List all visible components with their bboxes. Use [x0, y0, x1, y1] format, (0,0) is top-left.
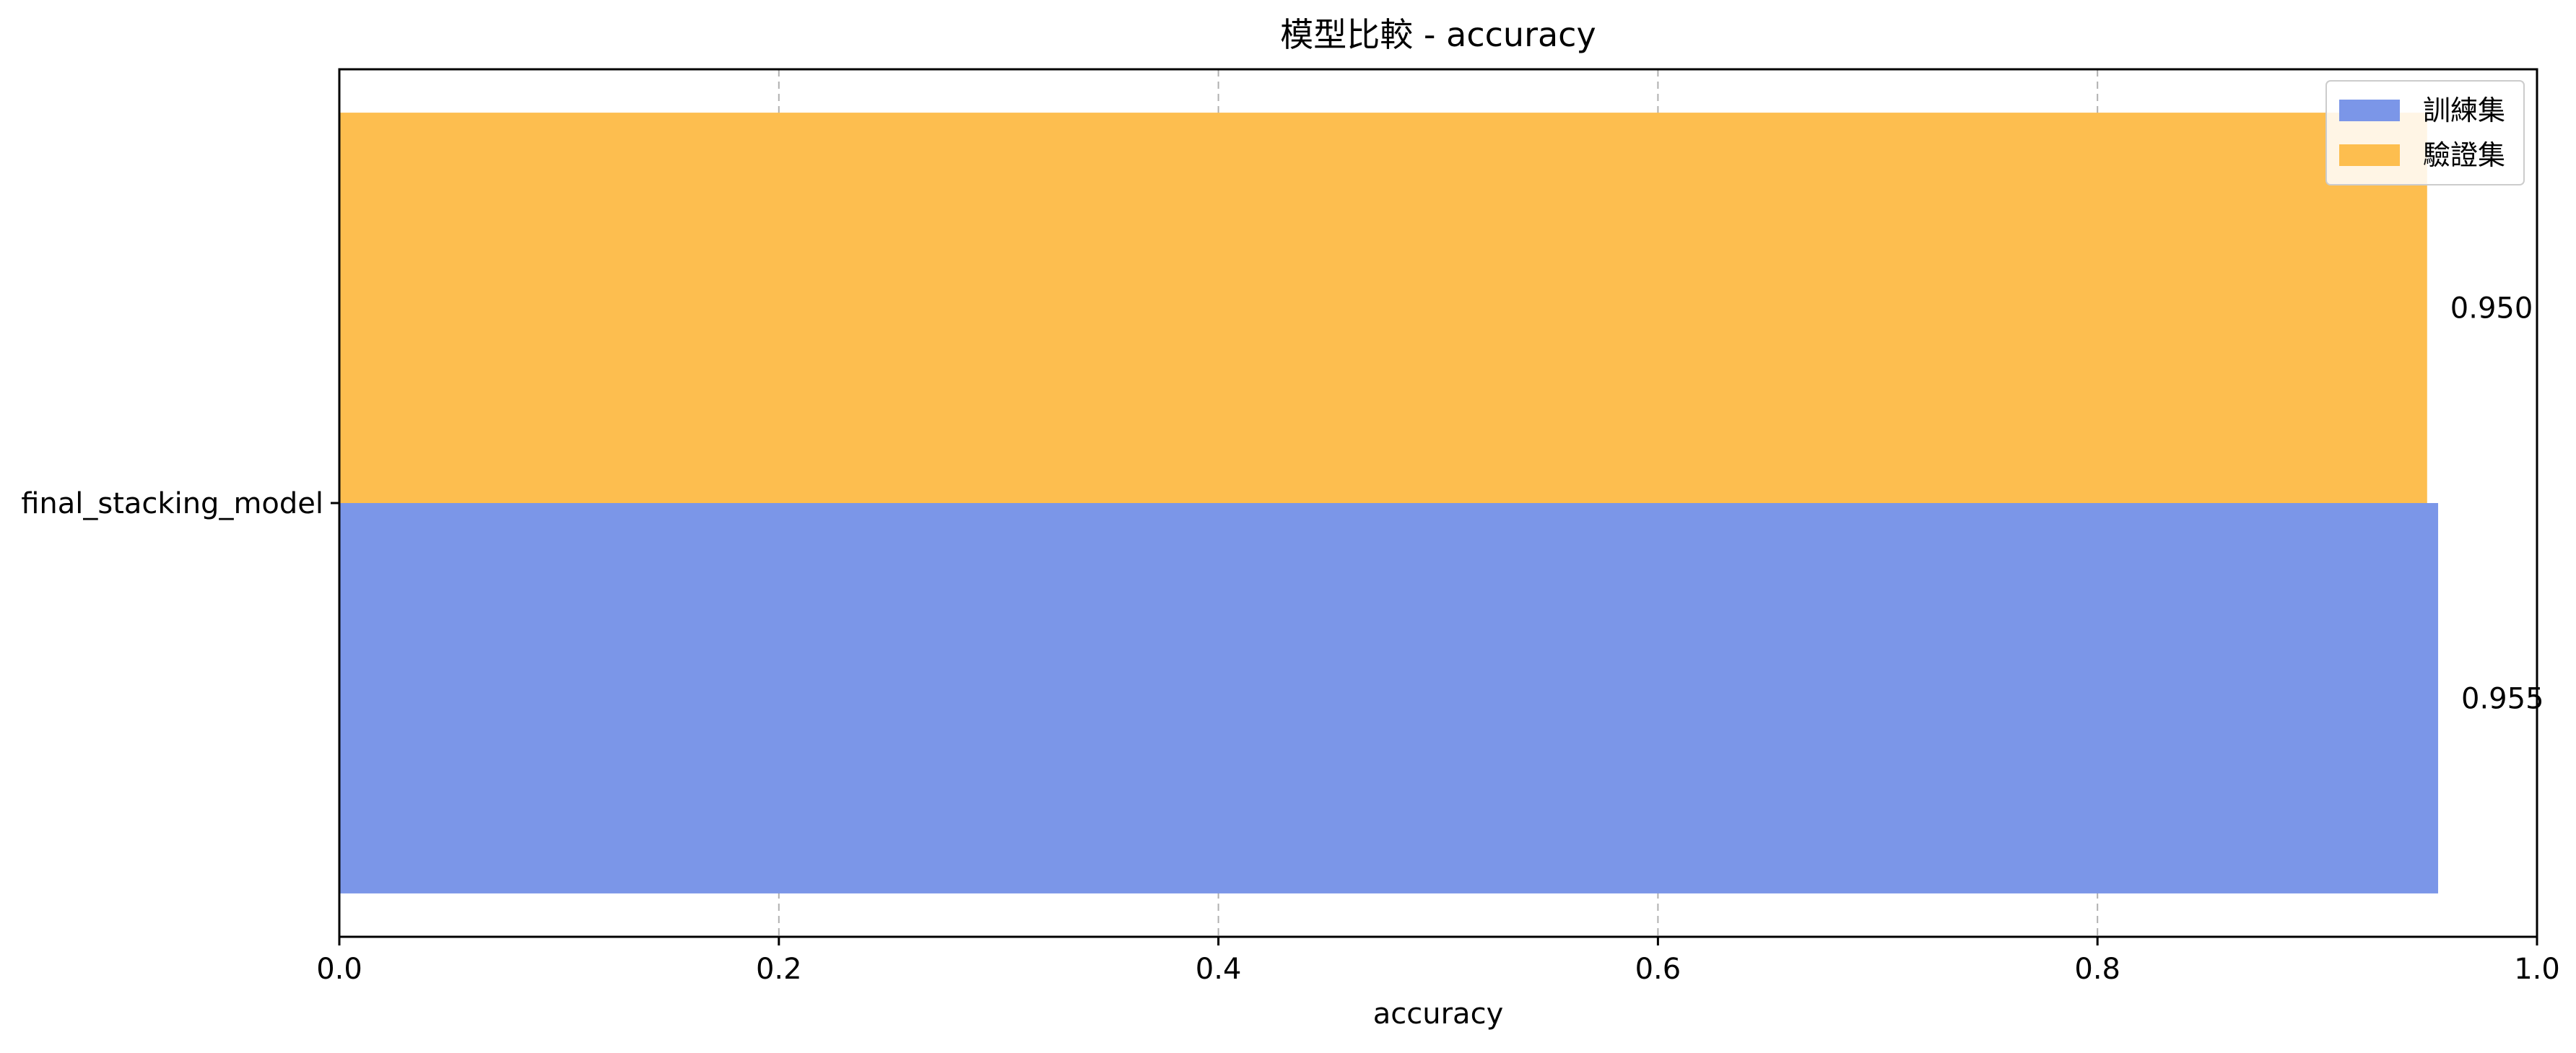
legend-label-train: 訓練集 — [2423, 95, 2505, 126]
bars — [339, 113, 2439, 893]
legend-swatch-validation — [2339, 144, 2400, 166]
bar-value-label: 0.955 — [2461, 682, 2544, 715]
bar-1 — [339, 113, 2427, 504]
x-tick-label: 0.4 — [1196, 953, 1242, 986]
x-tick-label: 1.0 — [2514, 953, 2560, 986]
bar-value-label: 0.950 — [2450, 292, 2533, 325]
x-tick-label: 0.0 — [316, 953, 362, 986]
y-axis-ticks: final_stacking_model — [21, 487, 339, 520]
legend-swatch-train — [2339, 100, 2400, 121]
x-axis-ticks: 0.0 0.2 0.4 0.6 0.8 1.0 — [316, 937, 2560, 986]
x-axis-label: accuracy — [1373, 997, 1503, 1031]
x-tick-label: 0.8 — [2074, 953, 2120, 986]
x-tick-label: 0.6 — [1635, 953, 1681, 986]
y-tick-label: final_stacking_model — [21, 487, 323, 520]
legend: 訓練集 驗證集 — [2325, 80, 2525, 185]
legend-label-validation: 驗證集 — [2423, 139, 2505, 171]
chart-title: 模型比較 - accuracy — [1280, 15, 1596, 54]
x-tick-label: 0.2 — [756, 953, 802, 986]
value-labels: 0.955 0.950 — [2450, 292, 2544, 716]
bar-0 — [339, 503, 2439, 893]
